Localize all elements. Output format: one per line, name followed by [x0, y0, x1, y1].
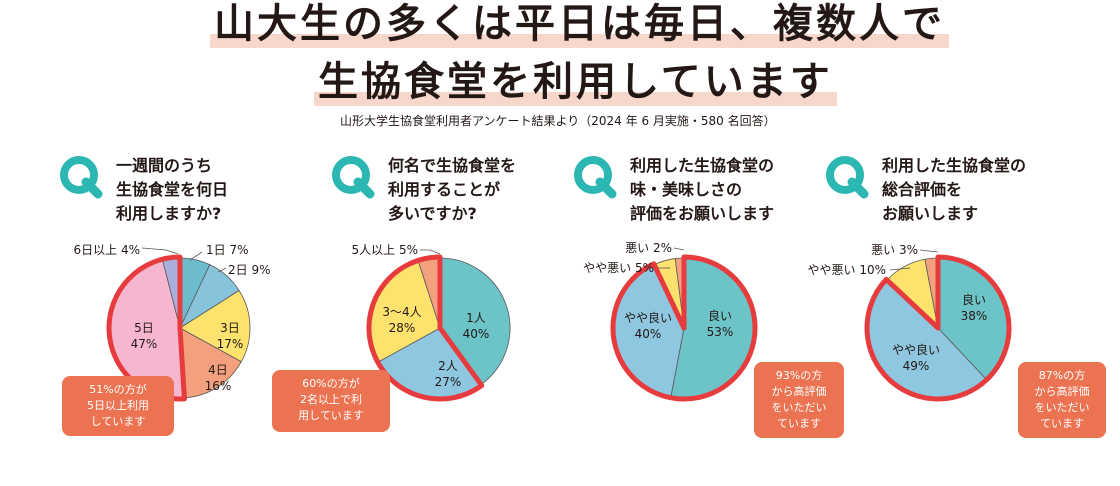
slice-label: 2人 — [438, 359, 458, 373]
question-line: 利用した生協食堂の — [630, 156, 775, 175]
chart-panel-days: 一週間のうち 生協食堂を何日 利用しますか? 1日 7% 2日 9% 3日 17% 4日 16%… — [58, 148, 318, 478]
slice-value: 53% — [707, 325, 734, 339]
survey-source: 山形大学生協食堂利用者アンケート結果より（2024 年 6 月実施・580 名回… — [340, 114, 776, 128]
slice-value: 38% — [961, 309, 988, 323]
summary-callout: 60%の方が 2名以上で利 用しています — [272, 370, 390, 432]
pie-slice — [439, 257, 511, 386]
question-text: 何名で生協食堂を 利用することが 多いですか? — [388, 154, 516, 226]
slice-label: 6日以上 4% — [74, 243, 141, 257]
q-icon — [826, 156, 869, 199]
callout-line: 51%の方が — [89, 383, 147, 396]
q-icon — [332, 156, 375, 199]
slice-label: やや良い — [892, 342, 940, 357]
question-line: 一週間のうち — [116, 156, 213, 175]
headline-text-1: 山大生の多くは平日は毎日、複数人で — [214, 1, 945, 47]
slice-value: 40% — [463, 327, 490, 341]
callout-line: から高評価 — [771, 385, 827, 398]
slice-label: 良い — [962, 292, 986, 307]
slice-label: 1人 — [466, 311, 486, 325]
question-line: 味・美味しさの — [630, 180, 743, 199]
slice-label: やや良い — [624, 310, 672, 325]
pie-slice — [179, 327, 242, 399]
summary-callout: 87%の方から高評価をいただいています — [1018, 362, 1106, 438]
slice-label: 3日 — [220, 321, 240, 335]
question-text: 利用した生協食堂の 味・美味しさの評価をお願いします — [630, 154, 774, 226]
pie-chart: 良い 38% やや良い 49% やや悪い 10% 悪い 3% — [808, 243, 1012, 402]
chart-panel-overall: 利用した生協食堂の 総合評価をお願いします良い 38% やや良い 49% やや悪い 10%… — [808, 148, 1106, 478]
headline-text-2: 生協食堂を利用しています — [318, 59, 833, 105]
question-line: 総合評価を — [882, 180, 963, 199]
title-highlight — [314, 92, 837, 106]
leader-line — [420, 249, 441, 255]
slice-label: 良い — [708, 308, 732, 323]
q-icon — [60, 156, 103, 199]
title-highlight — [210, 34, 949, 48]
question-text: 一週間のうち 生協食堂を何日 利用しますか? — [116, 154, 228, 226]
highlight-ring — [366, 254, 485, 402]
pie-slice — [179, 289, 251, 363]
slice-value: 16% — [205, 379, 232, 393]
callout-line: 用しています — [298, 409, 364, 422]
headline-line-1: 山大生の多くは平日は毎日、複数人で — [210, 1, 949, 48]
callout-line: ています — [777, 417, 821, 430]
leader-line — [217, 267, 227, 273]
callout-line: 2名以上で利 — [300, 393, 362, 406]
callout-line: ています — [1040, 417, 1084, 430]
slice-value: 40% — [635, 327, 662, 341]
leader-line — [141, 247, 179, 255]
summary-callout: 51%の方が 5日以上利用 しています — [62, 376, 174, 436]
summary-callout: 93%の方から高評価をいただいています — [754, 362, 844, 438]
headline-line-2: 生協食堂を利用しています — [314, 59, 837, 106]
slice-label: 2日 9% — [228, 263, 271, 277]
question-line: 多いですか? — [388, 204, 477, 223]
callout-line: をいただい — [771, 401, 827, 414]
pie-chart: 良い 53% やや良い 40% やや悪い 5% 悪い 2% — [583, 241, 758, 402]
slice-label: 5人以上 5% — [352, 243, 419, 257]
question-line: 利用することが — [388, 180, 501, 199]
slice-label: 3〜4人 — [382, 305, 421, 319]
question-line: お願いします — [882, 204, 979, 223]
slice-label: やや悪い 5% — [583, 261, 654, 275]
question-line: 何名で生協食堂を — [388, 156, 517, 175]
question-text: 利用した生協食堂の 総合評価をお願いします — [882, 154, 1026, 226]
slice-value: 27% — [435, 375, 462, 389]
callout-line: をいただい — [1034, 401, 1090, 414]
q-icon — [574, 156, 617, 199]
callout-line: 87%の方 — [1038, 369, 1086, 382]
callout-line: 93%の方 — [775, 369, 823, 382]
question-line: 利用しますか? — [116, 204, 222, 223]
highlight-ring — [864, 254, 1012, 402]
slice-label: 悪い 2% — [625, 241, 672, 255]
chart-panel-group-size: 何名で生協食堂を 利用することが 多いですか? 1人 40% 2人 27% 3〜4人 28% 5人… — [272, 148, 590, 478]
callout-line: から高評価 — [1034, 385, 1090, 398]
pie-chart: 1人 40% 2人 27% 3〜4人 28% 5人以上 5% — [352, 243, 511, 402]
slice-value: 28% — [389, 321, 416, 335]
highlight-ring — [610, 254, 758, 402]
slice-value: 47% — [131, 337, 158, 351]
slice-value: 49% — [903, 359, 930, 373]
slice-label: 4日 — [208, 363, 228, 377]
question-line: 生協食堂を何日 — [116, 180, 229, 199]
callout-line: 60%の方が — [302, 377, 360, 390]
leader-line — [189, 251, 203, 261]
callout-line: 5日以上利用 — [87, 399, 149, 412]
leader-line — [889, 267, 911, 271]
leader-line — [919, 249, 939, 253]
question-line: 評価をお願いします — [630, 204, 775, 223]
question-line: 利用した生協食堂の — [882, 156, 1027, 175]
slice-label: 1日 7% — [206, 243, 249, 257]
callout-line: しています — [90, 415, 146, 428]
slice-label: やや悪い 10% — [808, 263, 887, 277]
slice-label: 悪い 3% — [871, 243, 918, 257]
chart-panel-taste: 利用した生協食堂の 味・美味しさの評価をお願いします良い 53% やや良い 40% やや悪… — [572, 148, 844, 478]
slice-label: 5日 — [134, 321, 154, 335]
slice-value: 17% — [217, 337, 244, 351]
leader-line — [673, 247, 685, 251]
